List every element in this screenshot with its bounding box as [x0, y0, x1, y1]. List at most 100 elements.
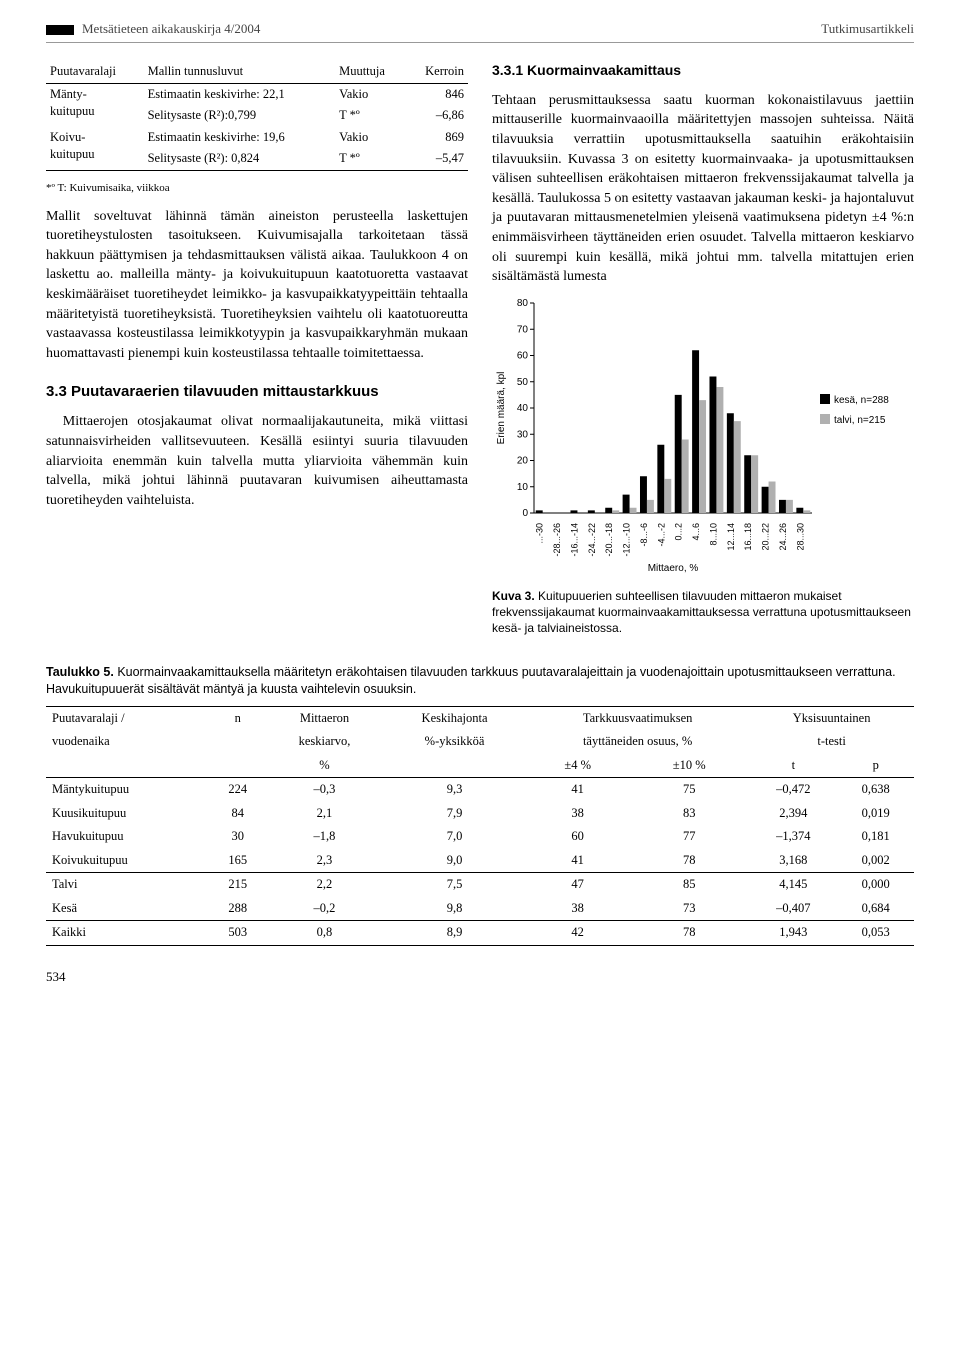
svg-text:...-30: ...-30	[535, 523, 545, 544]
svg-text:Mittaero, %: Mittaero, %	[648, 563, 699, 574]
model-params-table: Puutavaralaji Mallin tunnusluvut Muuttuj…	[46, 61, 468, 171]
svg-text:12...14: 12...14	[726, 523, 736, 551]
svg-text:8...10: 8...10	[708, 523, 718, 546]
table-cell: 75	[629, 778, 749, 802]
section-3-3-heading: 3.3 Puutavaraerien tilavuuden mittaustar…	[46, 381, 468, 402]
svg-text:-24...-22: -24...-22	[587, 523, 597, 557]
t5-h3-3	[383, 754, 526, 778]
table-cell: 41	[526, 778, 629, 802]
svg-text:20...22: 20...22	[761, 523, 771, 551]
table-cell: Kuusikuitupuu	[46, 802, 210, 826]
table-cell: 0,019	[837, 802, 914, 826]
mt-r0-c3a: 846	[406, 83, 468, 105]
left-p2: Mittaerojen otosjakaumat olivat normaali…	[46, 412, 468, 510]
svg-text:-8...-6: -8...-6	[639, 523, 649, 547]
svg-text:20: 20	[517, 455, 529, 466]
table-cell: 288	[210, 897, 266, 921]
svg-text:talvi, n=215: talvi, n=215	[834, 415, 886, 426]
svg-text:60: 60	[517, 350, 529, 361]
mt-h1: Mallin tunnusluvut	[144, 61, 336, 83]
mt-r1-c2a: Vakio	[335, 127, 406, 149]
table-cell: 7,9	[383, 802, 526, 826]
table-cell: 215	[210, 873, 266, 897]
t5-h1-2: Mittaeron	[266, 706, 383, 730]
table-cell: 7,5	[383, 873, 526, 897]
table-cell: 224	[210, 778, 266, 802]
t5-h1-4: Tarkkuusvaatimuksen	[526, 706, 749, 730]
svg-text:0...2: 0...2	[674, 523, 684, 541]
svg-text:kesä, n=288: kesä, n=288	[834, 395, 889, 406]
table-cell: 0,638	[837, 778, 914, 802]
svg-text:10: 10	[517, 481, 529, 492]
table-cell: 0,8	[266, 921, 383, 946]
t5-h1-3: Keskihajonta	[383, 706, 526, 730]
mt-r1-c3b: –5,47	[406, 148, 468, 170]
t5-h2-2: keskiarvo,	[266, 730, 383, 754]
left-column: Puutavaralaji Mallin tunnusluvut Muuttuj…	[46, 61, 468, 636]
svg-text:-28...-26: -28...-26	[552, 523, 562, 557]
table-cell: 2,3	[266, 849, 383, 873]
table-cell: 60	[526, 825, 629, 849]
table-cell: 78	[629, 849, 749, 873]
figure-3-caption: Kuva 3. Kuitupuuerien suhteellisen tilav…	[492, 589, 914, 636]
table-cell: –1,374	[749, 825, 837, 849]
table-cell: 9,3	[383, 778, 526, 802]
mt-r1-c3a: 869	[406, 127, 468, 149]
table-cell: 8,9	[383, 921, 526, 946]
mt-h3: Kerroin	[406, 61, 468, 83]
svg-text:0: 0	[522, 508, 528, 519]
svg-text:28...30: 28...30	[795, 523, 805, 551]
table-cell: 38	[526, 802, 629, 826]
svg-text:40: 40	[517, 403, 529, 414]
table-cell: 83	[629, 802, 749, 826]
table-cell: 4,145	[749, 873, 837, 897]
svg-text:4...6: 4...6	[691, 523, 701, 541]
page-number: 534	[46, 968, 914, 986]
right-column: 3.3.1 Kuormainvaakamittaus Tehtaan perus…	[492, 61, 914, 636]
mt-r1-c1b: Selitysaste (R²): 0,824	[144, 148, 336, 170]
mt-r0-c1a: Estimaatin keskivirhe: 22,1	[144, 83, 336, 105]
t5-h1-0: Puutavaralaji /	[46, 706, 210, 730]
table-cell: –0,2	[266, 897, 383, 921]
mt-h2: Muuttuja	[335, 61, 406, 83]
table-cell: 2,1	[266, 802, 383, 826]
svg-text:80: 80	[517, 298, 529, 309]
svg-text:70: 70	[517, 324, 529, 335]
section-3-3-1-heading: 3.3.1 Kuormainvaakamittaus	[492, 61, 914, 81]
table-cell: 73	[629, 897, 749, 921]
t5-h2-4: täyttäneiden osuus, %	[526, 730, 749, 754]
table-5-caption-text: Kuormainvaakamittauksella määritetyn erä…	[46, 665, 896, 696]
table-cell: 47	[526, 873, 629, 897]
table-cell: 9,8	[383, 897, 526, 921]
mt-footnote: *º T: Kuivumisaika, viikkoa	[46, 181, 468, 196]
t5-h1-1: n	[210, 706, 266, 730]
table-cell: 77	[629, 825, 749, 849]
table-cell: 0,002	[837, 849, 914, 873]
header-mark	[46, 25, 74, 35]
table-cell: 165	[210, 849, 266, 873]
table-cell: Kesä	[46, 897, 210, 921]
t5-h1-6: Yksisuuntainen	[749, 706, 914, 730]
table-cell: –0,472	[749, 778, 837, 802]
mt-r1-c1a: Estimaatin keskivirhe: 19,6	[144, 127, 336, 149]
svg-text:24...26: 24...26	[778, 523, 788, 551]
svg-text:-16...-14: -16...-14	[569, 523, 579, 557]
t5-h2-3: %-yksikköä	[383, 730, 526, 754]
page-header: Metsätieteen aikakauskirja 4/2004 Tutkim…	[46, 20, 914, 43]
table-cell: Mäntykuitupuu	[46, 778, 210, 802]
table-cell: Koivukuitupuu	[46, 849, 210, 873]
table-cell: –0,3	[266, 778, 383, 802]
right-p1: Tehtaan perusmittauksessa saatu kuorman …	[492, 91, 914, 287]
svg-text:-4...-2: -4...-2	[656, 523, 666, 547]
svg-text:-20...-18: -20...-18	[604, 523, 614, 557]
table-cell: 9,0	[383, 849, 526, 873]
mt-h0: Puutavaralaji	[46, 61, 144, 83]
running-head-left: Metsätieteen aikakauskirja 4/2004	[46, 20, 260, 38]
table-cell: Havukuitupuu	[46, 825, 210, 849]
t5-h3-7: p	[837, 754, 914, 778]
t5-h3-0	[46, 754, 210, 778]
svg-text:30: 30	[517, 429, 529, 440]
mt-r1-c0: Koivu- kuitupuu	[46, 127, 144, 171]
table-cell: 1,943	[749, 921, 837, 946]
table-cell: 30	[210, 825, 266, 849]
